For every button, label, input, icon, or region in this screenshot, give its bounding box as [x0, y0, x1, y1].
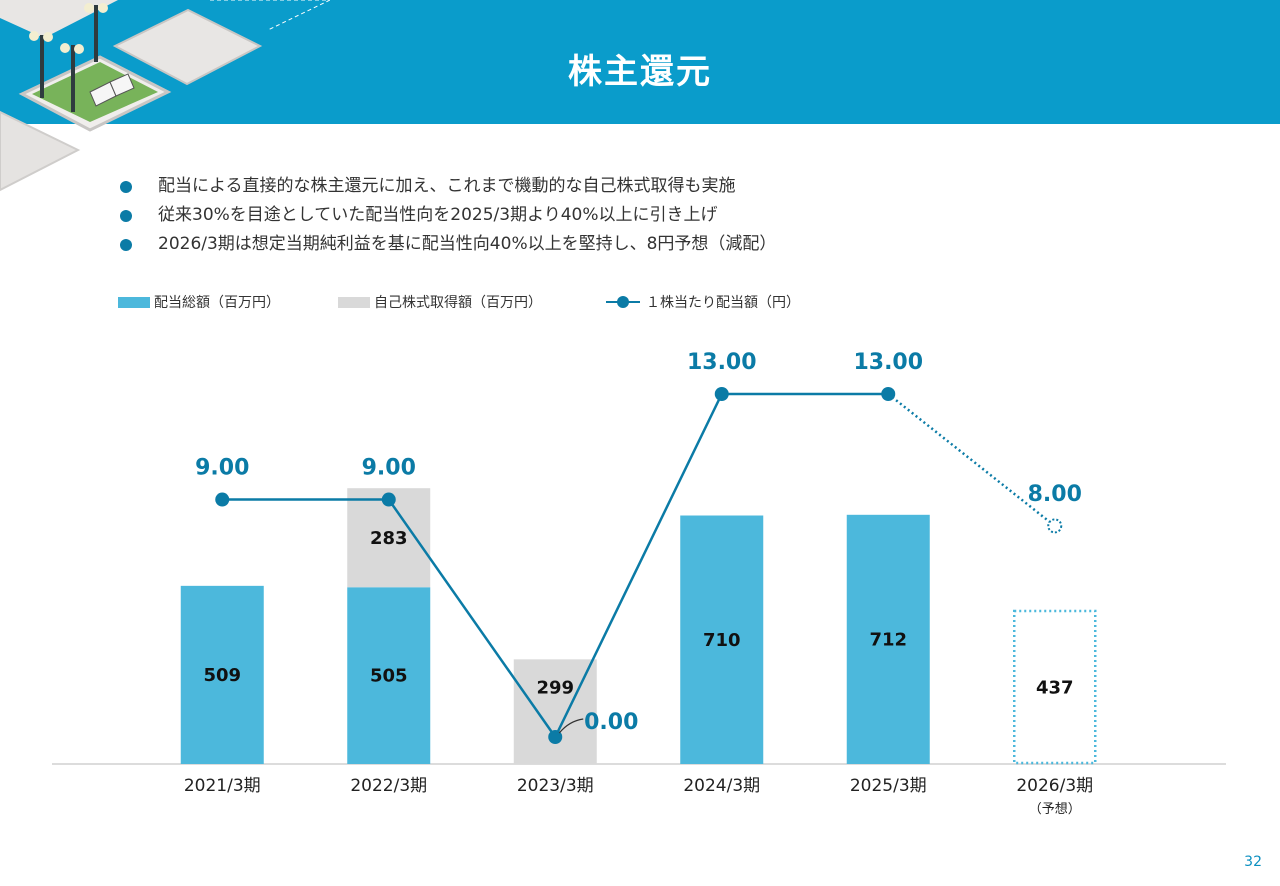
- bullet-item: 2026/3期は想定当期純利益を基に配当性向40%以上を堅持し、8円予想（減配）: [120, 230, 776, 259]
- legend-item-buyback: 自己株式取得額（百万円）: [338, 292, 542, 312]
- legend-label-dividend: 配当総額（百万円）: [154, 295, 280, 311]
- dps-point: [381, 492, 396, 507]
- legend-swatch-dividend: [118, 296, 150, 308]
- bar-dividend-forecast: [1013, 609, 1097, 765]
- bar-dividend: [680, 515, 764, 764]
- city-park-illustration: [0, 0, 330, 192]
- bullet-text: 配当による直接的な株主還元に加え、これまで機動的な自己株式取得も実施: [158, 176, 736, 196]
- legend-line-marker-icon: [606, 295, 640, 309]
- dps-point-forecast: [1047, 518, 1063, 534]
- dps-point: [881, 387, 896, 401]
- dps-point: [215, 492, 230, 507]
- bullet-item: 従来30%を目途としていた配当性向を2025/3期より40%以上に引き上げ: [120, 201, 776, 230]
- dps-point: [714, 387, 729, 401]
- x-tick-label: 2026/3期: [1016, 776, 1093, 796]
- dps-value-label: 9.00: [195, 456, 249, 481]
- dps-value-label: 8.00: [1028, 482, 1082, 507]
- bar-dividend: [180, 585, 264, 764]
- bullet-dot-icon: [120, 181, 132, 193]
- bar-label-dividend: 712: [869, 629, 907, 650]
- x-tick-label: 2025/3期: [850, 776, 927, 796]
- legend-swatch-buyback: [338, 296, 370, 308]
- x-tick-label: 2022/3期: [350, 776, 427, 796]
- bar-label-dividend: 437: [1036, 678, 1074, 699]
- bar-label-buyback: 299: [536, 677, 574, 698]
- legend-label-buyback: 自己株式取得額（百万円）: [374, 295, 542, 311]
- page-title: 株主還元: [568, 52, 712, 92]
- dps-label-leader: [558, 718, 584, 734]
- bar-label-dividend: 505: [370, 666, 408, 687]
- bullet-item: 配当による直接的な株主還元に加え、これまで機動的な自己株式取得も実施: [120, 172, 776, 201]
- dps-value-label: 9.00: [362, 456, 416, 481]
- x-tick-label: 2024/3期: [683, 776, 760, 796]
- bar-buyback: [513, 659, 597, 764]
- dps-line-forecast: [887, 393, 1056, 527]
- bar-dividend: [846, 514, 930, 764]
- dps-value-label: 0.00: [584, 710, 638, 735]
- legend-item-dps: １株当たり配当額（円）: [606, 292, 800, 312]
- bar-dividend: [347, 587, 431, 764]
- bullet-list: 配当による直接的な株主還元に加え、これまで機動的な自己株式取得も実施 従来30%…: [120, 172, 776, 259]
- dps-point: [548, 730, 563, 744]
- x-tick-sublabel: （予想）: [1029, 801, 1081, 817]
- x-tick-label: 2023/3期: [517, 776, 594, 796]
- bar-label-dividend: 710: [703, 630, 741, 651]
- dps-value-label: 13.00: [853, 350, 923, 375]
- legend-label-dps: １株当たり配当額（円）: [646, 295, 800, 311]
- bullet-text: 従来30%を目途としていた配当性向を2025/3期より40%以上に引き上げ: [158, 205, 718, 225]
- dps-value-label: 13.00: [687, 350, 757, 375]
- bar-label-dividend: 509: [203, 665, 241, 686]
- bullet-dot-icon: [120, 210, 132, 222]
- bar-label-buyback: 283: [370, 528, 408, 549]
- x-tick-label: 2021/3期: [184, 776, 261, 796]
- page-number: 32: [1244, 854, 1262, 870]
- bullet-dot-icon: [120, 239, 132, 251]
- legend-item-dividend: 配当総額（百万円）: [118, 292, 280, 312]
- bullet-text: 2026/3期は想定当期純利益を基に配当性向40%以上を堅持し、8円予想（減配）: [158, 234, 777, 254]
